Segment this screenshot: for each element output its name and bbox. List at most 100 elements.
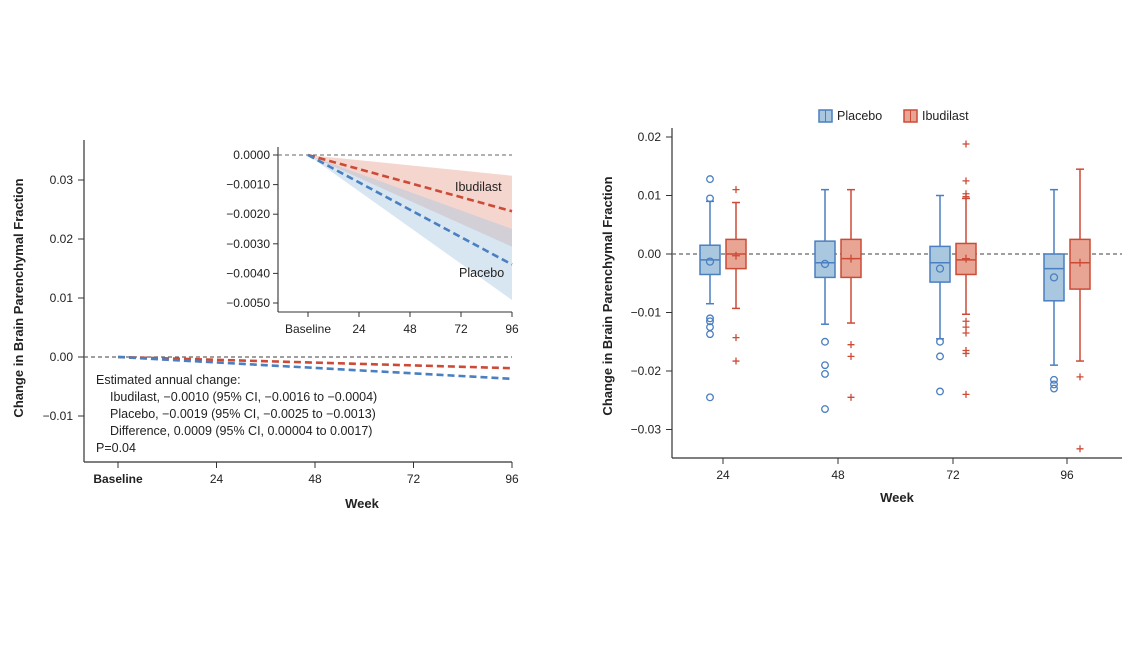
outlier-point <box>936 387 944 396</box>
right-y-tick-label: −0.01 <box>631 306 662 320</box>
outlier-point <box>847 341 855 349</box>
left-x-tick-label: Baseline <box>93 472 143 486</box>
outlier-point <box>936 352 944 361</box>
outlier-point <box>847 352 855 360</box>
outlier-point <box>821 369 829 378</box>
annual-change-annotation: Estimated annual change: Ibudilast, −0.0… <box>96 373 377 455</box>
outlier-point <box>821 337 829 346</box>
mean-marker <box>935 264 945 273</box>
outlier-point <box>962 193 970 201</box>
mean-marker <box>820 259 830 269</box>
right-y-tick-label: 0.00 <box>638 247 662 261</box>
left-x-tick-label: 48 <box>308 472 322 486</box>
outlier-point <box>1076 445 1084 453</box>
box-group-placebo-week-48 <box>814 188 836 413</box>
left-x-axis-label: Week <box>345 496 379 511</box>
legend-label-placebo: Placebo <box>837 109 882 123</box>
outlier-point <box>962 390 970 398</box>
left-y-ticks: 0.03 0.02 0.01 0.00 −0.01 <box>43 173 84 423</box>
outlier-point <box>706 330 714 339</box>
legend-item-placebo: Placebo <box>818 109 882 123</box>
inset-placebo-ci-band <box>308 155 512 301</box>
outlier-point <box>821 405 829 413</box>
mean-marker <box>1049 273 1059 282</box>
mean-marker <box>962 254 970 263</box>
outlier-point <box>936 337 944 346</box>
line-chart-panel: Change in Brain Parenchymal Fraction Wee… <box>11 140 519 511</box>
inset-x-tick-label: Baseline <box>285 322 331 336</box>
left-x-tick-label: 96 <box>505 472 519 486</box>
left-y-tick-label: 0.02 <box>50 232 74 246</box>
inset-x-ticks: Baseline 24 48 72 96 <box>285 312 519 336</box>
inset-x-tick-label: 72 <box>454 322 468 336</box>
right-y-tick-label: 0.02 <box>638 130 662 144</box>
left-x-tick-label: 24 <box>210 472 224 486</box>
inset-y-ticks: 0.0000 −0.0010 −0.0020 −0.0030 −0.0040 −0.005… <box>226 148 278 310</box>
outlier-point <box>962 140 970 148</box>
outlier-point <box>732 334 740 342</box>
box-group-placebo-week-72 <box>929 194 951 396</box>
mean-marker <box>1076 258 1084 267</box>
left-y-tick-label: 0.01 <box>50 291 74 305</box>
left-x-ticks: Baseline 24 48 72 96 <box>93 462 519 486</box>
inset-placebo-label: Placebo <box>459 266 504 280</box>
outlier-point <box>962 323 970 331</box>
outlier-point <box>821 361 829 370</box>
right-y-tick-label: −0.02 <box>631 364 662 378</box>
box-plot-panel: Placebo Ibudilast Change in Brain Parenc… <box>600 109 1122 505</box>
box-group-ibudilast-week-96 <box>1069 168 1091 453</box>
outlier-point <box>1050 380 1058 389</box>
inset-ibudilast-ci-band <box>308 155 512 247</box>
right-y-axis-label: Change in Brain Parenchymal Fraction <box>600 176 615 415</box>
right-y-ticks: 0.02 0.01 0.00 −0.01 −0.02 −0.03 <box>631 130 672 437</box>
outlier-point <box>706 317 714 326</box>
inset-y-tick-label: −0.0050 <box>226 296 270 310</box>
right-x-tick-label: 72 <box>946 468 960 482</box>
left-y-tick-label: 0.03 <box>50 173 74 187</box>
outlier-point <box>732 357 740 365</box>
box-group-ibudilast-week-48 <box>840 188 862 401</box>
mean-marker <box>732 251 740 260</box>
outlier-point <box>706 194 714 203</box>
box-group-ibudilast-week-24 <box>725 186 747 365</box>
left-ibudilast-line <box>117 355 513 370</box>
outlier-point <box>1050 375 1058 384</box>
inset-x-tick-label: 24 <box>352 322 366 336</box>
annotation-heading: Estimated annual change: <box>96 373 241 387</box>
box-iqr <box>814 240 836 279</box>
right-x-axis-label: Week <box>880 490 914 505</box>
outlier-point <box>706 175 714 184</box>
legend-label-ibudilast: Ibudilast <box>922 109 969 123</box>
annotation-difference: Difference, 0.0009 (95% CI, 0.00004 to 0… <box>110 424 372 438</box>
outlier-point <box>706 314 714 323</box>
outlier-point <box>706 393 714 402</box>
inset-x-tick-label: 48 <box>403 322 417 336</box>
right-x-tick-label: 24 <box>716 468 730 482</box>
box-group-placebo-week-24 <box>699 175 721 402</box>
left-y-tick-label: −0.01 <box>43 409 74 423</box>
right-x-ticks: 24 48 72 96 <box>716 458 1074 482</box>
outlier-point <box>1076 373 1084 381</box>
mean-marker <box>847 254 855 263</box>
inset-ibudilast-label: Ibudilast <box>455 180 502 194</box>
inset-placebo-line <box>307 153 513 266</box>
inset-y-tick-label: −0.0030 <box>226 237 270 251</box>
annotation-ibudilast: Ibudilast, −0.0010 (95% CI, −0.0016 to −… <box>110 390 377 404</box>
mean-marker <box>705 257 715 266</box>
outlier-point <box>962 329 970 337</box>
legend-item-ibudilast: Ibudilast <box>903 109 969 123</box>
annotation-p-value: P=0.04 <box>96 441 136 455</box>
outlier-point <box>962 317 970 325</box>
inset-y-tick-label: −0.0020 <box>226 207 270 221</box>
box-group-placebo-week-96 <box>1043 188 1065 393</box>
inset-y-tick-label: −0.0040 <box>226 266 270 280</box>
right-x-tick-label: 96 <box>1060 468 1074 482</box>
annotation-placebo: Placebo, −0.0019 (95% CI, −0.0025 to −0.… <box>110 407 376 421</box>
box-group-ibudilast-week-72 <box>955 140 977 398</box>
box-iqr <box>1043 253 1065 302</box>
legend: Placebo Ibudilast <box>818 109 969 123</box>
outlier-point <box>962 349 970 357</box>
box-groups <box>699 140 1091 453</box>
